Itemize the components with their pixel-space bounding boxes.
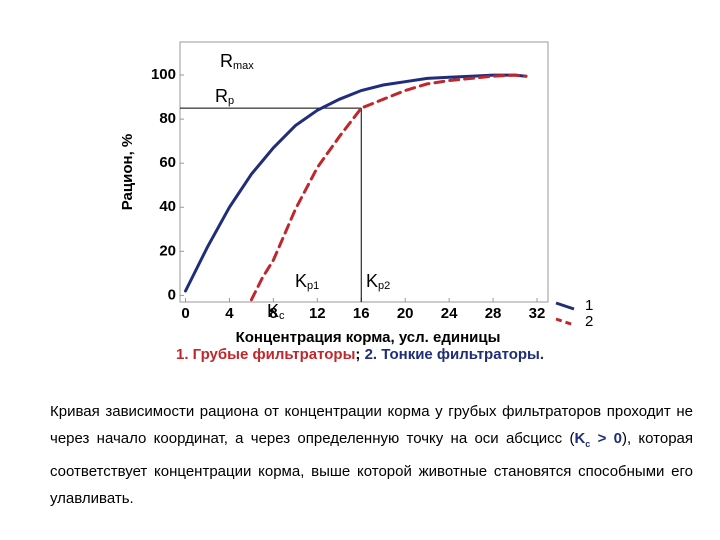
annotation: Kp2 xyxy=(366,271,390,292)
y-tick-label: 100 xyxy=(151,66,176,83)
x-tick-label: 20 xyxy=(397,305,414,322)
y-axis-label: Рацион, % xyxy=(119,134,136,211)
annotation-main: K xyxy=(295,271,307,291)
condition: Kc > 0 xyxy=(574,430,622,449)
text: ), которая соответствует концентрации ко… xyxy=(50,430,693,507)
subscript: c xyxy=(585,439,591,449)
annotation-sub: p1 xyxy=(307,280,319,292)
y-tick-label: 40 xyxy=(159,198,176,215)
series-line xyxy=(184,73,528,293)
y-tick-label: 0 xyxy=(168,286,176,303)
text: K xyxy=(574,430,586,447)
text: > 0 xyxy=(590,430,622,447)
x-tick-label: 4 xyxy=(225,305,234,322)
annotation-main: R xyxy=(215,86,228,106)
x-tick-label: 16 xyxy=(353,305,370,322)
annotation: Rmax xyxy=(220,51,254,72)
annotation: Kp1 xyxy=(295,271,319,292)
chart: Рацион, % Концентрация корма, усл. едини… xyxy=(119,41,593,345)
annotation-sub: c xyxy=(279,310,285,322)
y-tick-label: 60 xyxy=(159,154,176,171)
x-tick-label: 32 xyxy=(529,305,546,322)
caption-part: 1. Грубые фильтраторы xyxy=(175,346,356,363)
annotation: Kc xyxy=(267,301,285,322)
x-tick-label: 8 xyxy=(269,305,277,322)
legend-label: 2 xyxy=(585,313,593,330)
annotation-main: K xyxy=(267,301,279,321)
legend-swatch xyxy=(555,301,575,311)
annotation-main: K xyxy=(366,271,378,291)
legend-label: 1 xyxy=(585,297,593,314)
x-tick-label: 24 xyxy=(441,305,458,322)
caption: 1. Грубые фильтраторы; 2. Тонкие фильтра… xyxy=(0,346,720,363)
y-tick-label: 20 xyxy=(159,242,176,259)
annotation-sub: p2 xyxy=(378,280,390,292)
paragraph: Кривая зависимости рациона от концентрац… xyxy=(50,398,693,512)
x-tick-label: 28 xyxy=(485,305,502,322)
x-axis-label: Концентрация корма, усл. единицы xyxy=(236,329,501,345)
text: Кривая зависимости рациона от концентрац… xyxy=(50,403,693,447)
annotation-sub: p xyxy=(228,95,234,107)
annotation: Rp xyxy=(215,86,234,107)
series-line xyxy=(249,73,528,302)
caption-sep: ; xyxy=(355,346,365,363)
x-tick-label: 12 xyxy=(309,305,326,322)
caption-part: 2. Тонкие фильтраторы. xyxy=(364,346,545,363)
plot-frame xyxy=(179,41,549,303)
annotation-main: R xyxy=(220,51,233,71)
legend-swatch xyxy=(555,317,575,327)
x-tick-label: 0 xyxy=(181,305,189,322)
annotation-sub: max xyxy=(233,60,254,72)
y-tick-label: 80 xyxy=(159,110,176,127)
